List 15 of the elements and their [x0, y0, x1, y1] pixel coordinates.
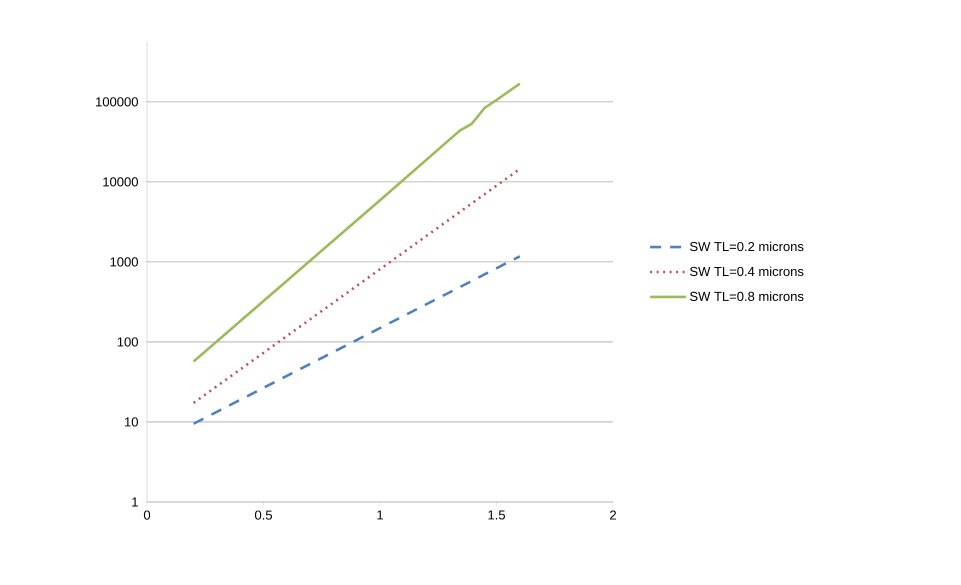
x-tick-label: 0.5 [254, 510, 272, 520]
x-tick-label: 0 [144, 510, 150, 520]
y-tick-label: 1000 [110, 257, 138, 267]
line-series [192, 82, 522, 363]
y-tick-label: 1 [132, 498, 138, 506]
y-tick-label: 100 [118, 337, 138, 347]
y-tick-label: 10 [125, 417, 138, 427]
y-tick-label: 10000 [103, 177, 138, 186]
legend-label: SW TL=0.2 microns [690, 242, 804, 252]
legend-label: SW TL=0.8 microns [690, 291, 804, 301]
x-tick-label: 1.5 [488, 510, 505, 520]
x-tick-label: 1 [377, 510, 383, 520]
legend-label: SW TL=0.4 microns [690, 266, 804, 276]
x-tick-label: 2 [610, 510, 616, 520]
y-tick-label: 100000 [96, 97, 138, 106]
